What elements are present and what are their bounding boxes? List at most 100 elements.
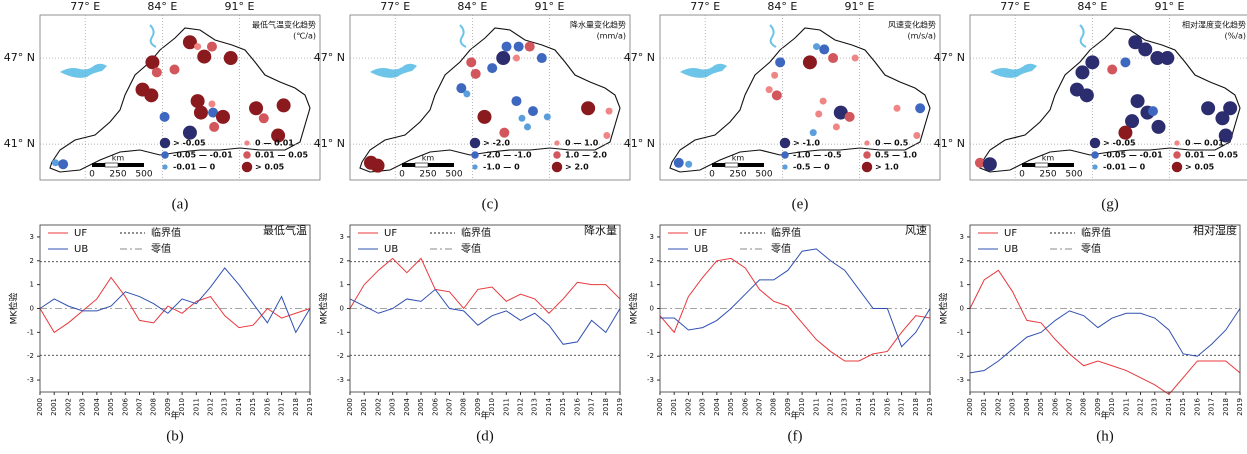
station-point — [844, 111, 855, 122]
legend-label: UF — [384, 228, 397, 239]
x-tick-label: 2006 — [1051, 397, 1059, 415]
y-tick-label: -3 — [337, 376, 344, 384]
scale-label: 250 — [419, 170, 436, 180]
x-tick-label: 2017 — [1208, 398, 1216, 416]
station-point — [208, 100, 216, 108]
y-tick-label: 2 — [30, 257, 34, 265]
x-tick-label: 2019 — [1236, 398, 1244, 416]
legend-swatch — [864, 140, 870, 146]
y-tick-label: -2 — [27, 352, 34, 360]
station-point — [215, 109, 230, 124]
x-tick-label: 2003 — [699, 398, 707, 416]
x-tick-label: 2014 — [855, 397, 863, 415]
legend-swatch — [469, 137, 481, 149]
x-tick-label: 2017 — [898, 398, 906, 416]
x-tick-label: 2013 — [841, 398, 849, 416]
panel-label: (d) — [476, 428, 494, 444]
legend-label: > -1.0 — [793, 139, 820, 148]
station-point — [249, 101, 264, 116]
legend-title: (℃/a) — [293, 32, 316, 41]
station-point — [1215, 111, 1230, 126]
scale-bar — [1022, 163, 1035, 167]
station-point — [477, 109, 492, 124]
station-point — [197, 49, 212, 64]
legend-label: 0.5 — 1.0 — [875, 151, 917, 160]
station-point — [1151, 119, 1166, 134]
y-tick-label: -3 — [27, 376, 34, 384]
station-point — [159, 111, 170, 122]
station-point — [182, 35, 197, 50]
station-point — [523, 123, 531, 131]
x-tick-label: 91° E — [225, 0, 255, 13]
lake — [60, 63, 107, 78]
x-tick-label: 2009 — [164, 398, 172, 416]
x-tick-label: 2011 — [502, 398, 510, 416]
station-point — [1120, 57, 1131, 68]
y-tick-label: 3 — [30, 233, 34, 241]
x-tick-label: 2007 — [445, 398, 453, 416]
river — [769, 24, 777, 48]
map-frame — [969, 14, 1247, 181]
river — [1079, 24, 1087, 48]
station-point — [1201, 101, 1216, 116]
y-tick-label: 2 — [340, 257, 344, 265]
station-point — [182, 125, 197, 140]
x-tick-label: 2016 — [573, 397, 581, 415]
legend-title: 风速变化趋势 — [888, 20, 936, 30]
legend-label: 零值 — [771, 242, 791, 255]
x-tick-label: 2009 — [784, 398, 792, 416]
x-tick-label: 91° E — [1155, 0, 1185, 13]
x-tick-label: 2012 — [827, 398, 835, 416]
station-point — [775, 57, 786, 68]
x-tick-label: 84° E — [767, 0, 797, 13]
x-tick-label: 2008 — [1080, 398, 1088, 416]
legend-swatch — [861, 161, 873, 173]
station-point — [833, 105, 848, 120]
station-point — [1085, 55, 1100, 70]
station-point — [370, 158, 385, 173]
x-tick-label: 2002 — [64, 398, 72, 416]
station-point — [527, 106, 538, 117]
legend-swatch — [1173, 151, 1181, 159]
legend-label: -1.0 — -0.5 — [793, 151, 842, 160]
station-point — [581, 101, 596, 116]
station-point — [819, 44, 830, 55]
station-point — [1138, 42, 1153, 57]
station-point — [208, 107, 219, 118]
x-tick-label: 2016 — [263, 397, 271, 415]
x-tick-label: 2016 — [883, 397, 891, 415]
x-tick-label: 2006 — [741, 397, 749, 415]
chart-title: 风速 — [905, 224, 927, 237]
legend-title: 降水量变化趋势 — [570, 20, 626, 30]
station-point — [518, 114, 526, 122]
y-tick-label: 0 — [960, 305, 964, 313]
legend-swatch — [162, 164, 168, 170]
x-tick-label: 84° E — [147, 0, 177, 13]
station-point — [771, 71, 779, 79]
x-tick-label: 2001 — [360, 398, 368, 416]
scale-label: 500 — [135, 170, 152, 180]
legend-label: 0 — 0.01 — [1185, 139, 1224, 148]
x-tick-label: 2015 — [559, 398, 567, 416]
scale-label: 0 — [89, 170, 95, 180]
legend-swatch — [1091, 151, 1099, 159]
x-tick-label: 91° E — [845, 0, 875, 13]
x-tick-label: 2015 — [869, 398, 877, 416]
plot-frame — [969, 224, 1241, 393]
station-point — [151, 67, 162, 78]
x-tick-label: 2004 — [93, 397, 101, 415]
y-tick-label: 41° N — [4, 137, 35, 150]
y-tick-label: 2 — [650, 257, 654, 265]
station-point — [1160, 51, 1175, 66]
station-point — [496, 51, 511, 66]
legend-label: > -0.05 — [173, 139, 206, 148]
legend-swatch — [159, 137, 171, 149]
legend-label: 0.01 — 0.05 — [1185, 151, 1238, 160]
x-tick-label: 2008 — [770, 398, 778, 416]
station-point — [512, 54, 520, 62]
legend-swatch — [161, 151, 169, 159]
y-tick-label: 3 — [650, 233, 654, 241]
station-point — [1150, 51, 1165, 66]
station-point — [271, 128, 286, 143]
x-tick-label: 2015 — [249, 398, 257, 416]
